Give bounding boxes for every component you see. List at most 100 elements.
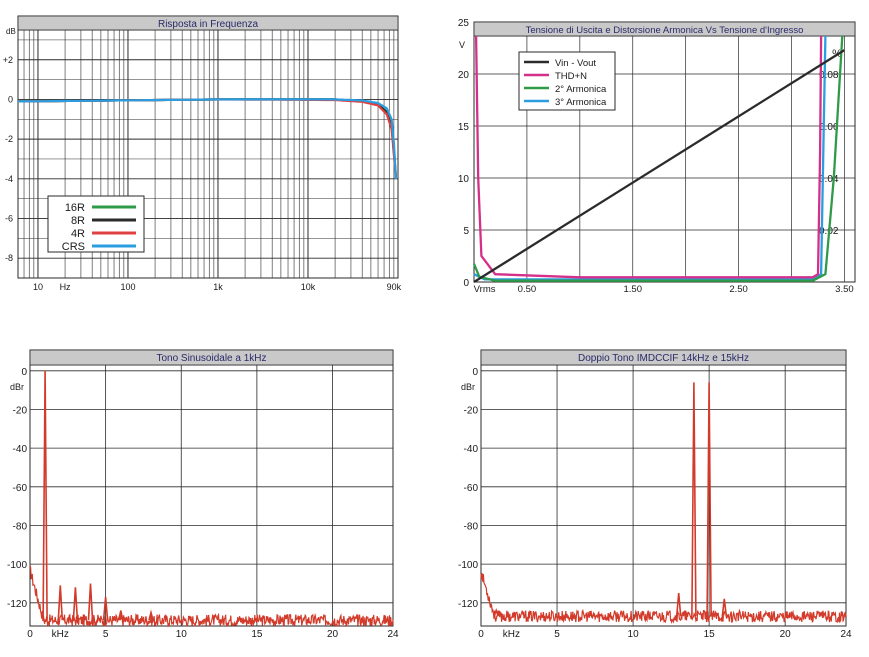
thd-xtick-label: 2.50: [729, 284, 748, 295]
thd-legend: Vin - Vout THD+N 2° Armonica 3° Armonica: [518, 51, 616, 111]
thd-legend-label: THD+N: [555, 71, 587, 82]
thd-ytick-right: 0.06: [819, 122, 839, 133]
imd-xtick-label: 10: [628, 629, 640, 640]
tono-ytick-label: -20: [13, 405, 28, 416]
tono-peak: [87, 583, 94, 621]
thd-title: Tensione di Uscita e Distorsione Armonic…: [526, 25, 804, 36]
imd-peak: [721, 598, 728, 617]
tono-title-bar: [29, 349, 394, 366]
freq-series-crs: [17, 98, 398, 179]
thd-ytick-right: 0.04: [819, 174, 839, 185]
freq-ytick-label: -8: [5, 253, 13, 263]
tono-noise-trace: [29, 565, 394, 628]
tono-ytick-label: 0: [21, 367, 27, 378]
tono-ytick-label: -60: [13, 483, 28, 494]
freq-ytick-label: +2: [3, 55, 13, 65]
freq-legend-label: CRS: [62, 241, 85, 253]
thd-xtick-label: 1.50: [624, 284, 643, 295]
thd-xtick-label: Vrms: [474, 284, 496, 295]
imd-ylabel: dBr: [461, 382, 475, 392]
thd-ytick-left: 0: [463, 278, 469, 289]
imd-xtick-label: 20: [780, 629, 792, 640]
thd-legend-label: Vin - Vout: [555, 58, 596, 69]
freq-legend-box: [47, 195, 145, 253]
tono-ytick-label: -100: [7, 560, 27, 571]
freq-xtick-label: 100: [120, 282, 135, 292]
tono-ylabel: dBr: [10, 382, 24, 392]
tono-plot-frame: [29, 349, 394, 627]
tono-xtick-label: 20: [327, 629, 339, 640]
tono-xtick-label: 5: [103, 629, 109, 640]
thd-series-thd-n: [474, 35, 823, 279]
imd-xtick-label: 0: [478, 629, 484, 640]
tono-xtick-label: 10: [176, 629, 188, 640]
thd-chart: Tensione di Uscita e Distorsione Armonic…: [458, 18, 856, 295]
thd-title-bar: [473, 21, 856, 37]
imd-ytick-label: -80: [464, 521, 479, 532]
thd-ytick-left: 5: [463, 226, 469, 237]
imd-title: Doppio Tono IMDCCIF 14kHz e 15kHz: [578, 353, 749, 364]
tono-ytick-label: -40: [13, 444, 28, 455]
freq-chart: Risposta in Frequenza dB +2 0 -2 -4 -6 -8 10 Hz 10…: [3, 15, 402, 292]
thd-xtick-label: 3.50: [835, 284, 854, 295]
imd-ytick-label: -120: [458, 599, 478, 610]
freq-ytick-label: -6: [5, 213, 13, 223]
tono-xtick-label: 24: [387, 629, 399, 640]
thd-series-2-armonica: [472, 35, 844, 282]
tono-title: Tono Sinusoidale a 1kHz: [156, 353, 266, 364]
imd-xtick-label: 24: [840, 629, 852, 640]
thd-ytick-left: 25: [458, 18, 470, 29]
tono-peak: [72, 587, 79, 621]
tono-xtick-label: 15: [251, 629, 263, 640]
imd-xtick-label: 5: [554, 629, 560, 640]
thd-ytick-right: 0.08: [819, 70, 839, 81]
imd-chart: Doppio Tono IMDCCIF 14kHz e 15kHz 0 -20 -40…: [458, 349, 852, 640]
imd-noise-trace: [480, 573, 847, 625]
imd-ytick-label: -40: [464, 444, 479, 455]
tono-peak: [102, 596, 109, 621]
imd-plot-frame: [480, 349, 847, 627]
freq-legend-label: 16R: [65, 202, 85, 214]
freq-ylabel: dB: [6, 27, 16, 36]
tono-chart: Tono Sinusoidale a 1kHz 0 -20 -40 -60 -80 -100…: [7, 349, 399, 640]
thd-series-3-armonica: [473, 35, 827, 281]
freq-xtick-label: 90k: [387, 282, 402, 292]
freq-title-bar: [17, 15, 399, 31]
freq-xtick-label: 1k: [213, 282, 223, 292]
thd-ytick-left: 10: [458, 174, 470, 185]
tono-xtick-label: 0: [27, 629, 33, 640]
tono-ytick-label: -120: [7, 599, 27, 610]
tono-peak: [118, 610, 124, 621]
imd-peak: [691, 382, 697, 617]
imd-ytick-label: 0: [472, 367, 478, 378]
freq-xtick-label: 10: [33, 282, 43, 292]
imd-title-bar: [480, 349, 847, 366]
thd-ytick-left: 15: [458, 122, 470, 133]
imd-ytick-label: -100: [458, 560, 478, 571]
thd-ylabel-left: V: [459, 40, 465, 50]
freq-legend-label: 8R: [71, 215, 85, 227]
imd-peak: [706, 382, 712, 617]
tono-peak: [42, 370, 48, 621]
imd-xtick-label: 15: [704, 629, 716, 640]
freq-ytick-label: -2: [5, 134, 13, 144]
freq-xtick-label: 10k: [301, 282, 316, 292]
tono-peak: [57, 585, 64, 621]
thd-legend-label: 2° Armonica: [555, 84, 607, 95]
thd-series-vin-vout: [473, 49, 846, 283]
freq-ytick-label: 0: [8, 94, 13, 104]
imd-ytick-label: -60: [464, 483, 479, 494]
tono-ytick-label: -80: [13, 521, 28, 532]
imd-peak: [493, 608, 499, 617]
freq-ytick-label: -4: [5, 174, 13, 184]
freq-title: Risposta in Frequenza: [158, 19, 258, 30]
imd-xtick-label: kHz: [503, 629, 520, 640]
imd-peak: [675, 593, 682, 617]
thd-ytick-left: 20: [458, 70, 470, 81]
freq-legend-label: 4R: [71, 228, 85, 240]
tono-xtick-label: kHz: [52, 629, 69, 640]
thd-xtick-label: 0.50: [518, 284, 537, 295]
thd-legend-label: 3° Armonica: [555, 97, 607, 108]
